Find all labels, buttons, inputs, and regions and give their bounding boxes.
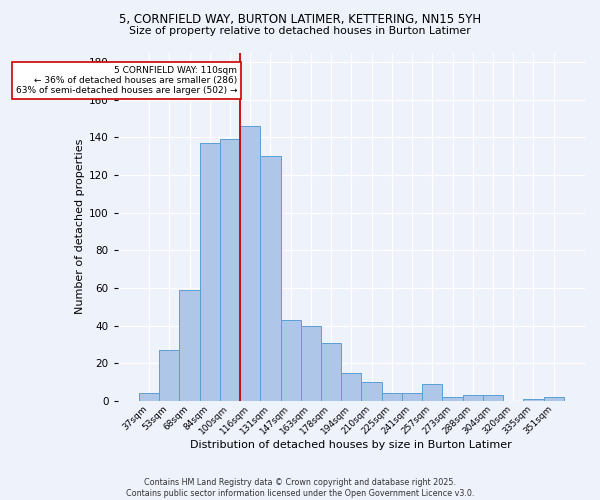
Bar <box>544 397 564 401</box>
Bar <box>179 290 200 401</box>
Bar <box>422 384 442 401</box>
X-axis label: Distribution of detached houses by size in Burton Latimer: Distribution of detached houses by size … <box>190 440 512 450</box>
Bar <box>220 139 240 401</box>
Bar <box>321 342 341 401</box>
Bar <box>200 143 220 401</box>
Bar <box>281 320 301 401</box>
Bar <box>341 372 361 401</box>
Bar <box>159 350 179 401</box>
Bar <box>402 394 422 401</box>
Bar <box>382 394 402 401</box>
Text: 5 CORNFIELD WAY: 110sqm
← 36% of detached houses are smaller (286)
63% of semi-d: 5 CORNFIELD WAY: 110sqm ← 36% of detache… <box>16 66 237 96</box>
Bar <box>523 399 544 401</box>
Bar <box>301 326 321 401</box>
Text: 5, CORNFIELD WAY, BURTON LATIMER, KETTERING, NN15 5YH: 5, CORNFIELD WAY, BURTON LATIMER, KETTER… <box>119 12 481 26</box>
Bar <box>483 396 503 401</box>
Bar <box>442 397 463 401</box>
Bar <box>139 394 159 401</box>
Bar <box>463 396 483 401</box>
Bar <box>361 382 382 401</box>
Bar <box>260 156 281 401</box>
Text: Size of property relative to detached houses in Burton Latimer: Size of property relative to detached ho… <box>129 26 471 36</box>
Y-axis label: Number of detached properties: Number of detached properties <box>75 139 85 314</box>
Bar <box>240 126 260 401</box>
Text: Contains HM Land Registry data © Crown copyright and database right 2025.
Contai: Contains HM Land Registry data © Crown c… <box>126 478 474 498</box>
